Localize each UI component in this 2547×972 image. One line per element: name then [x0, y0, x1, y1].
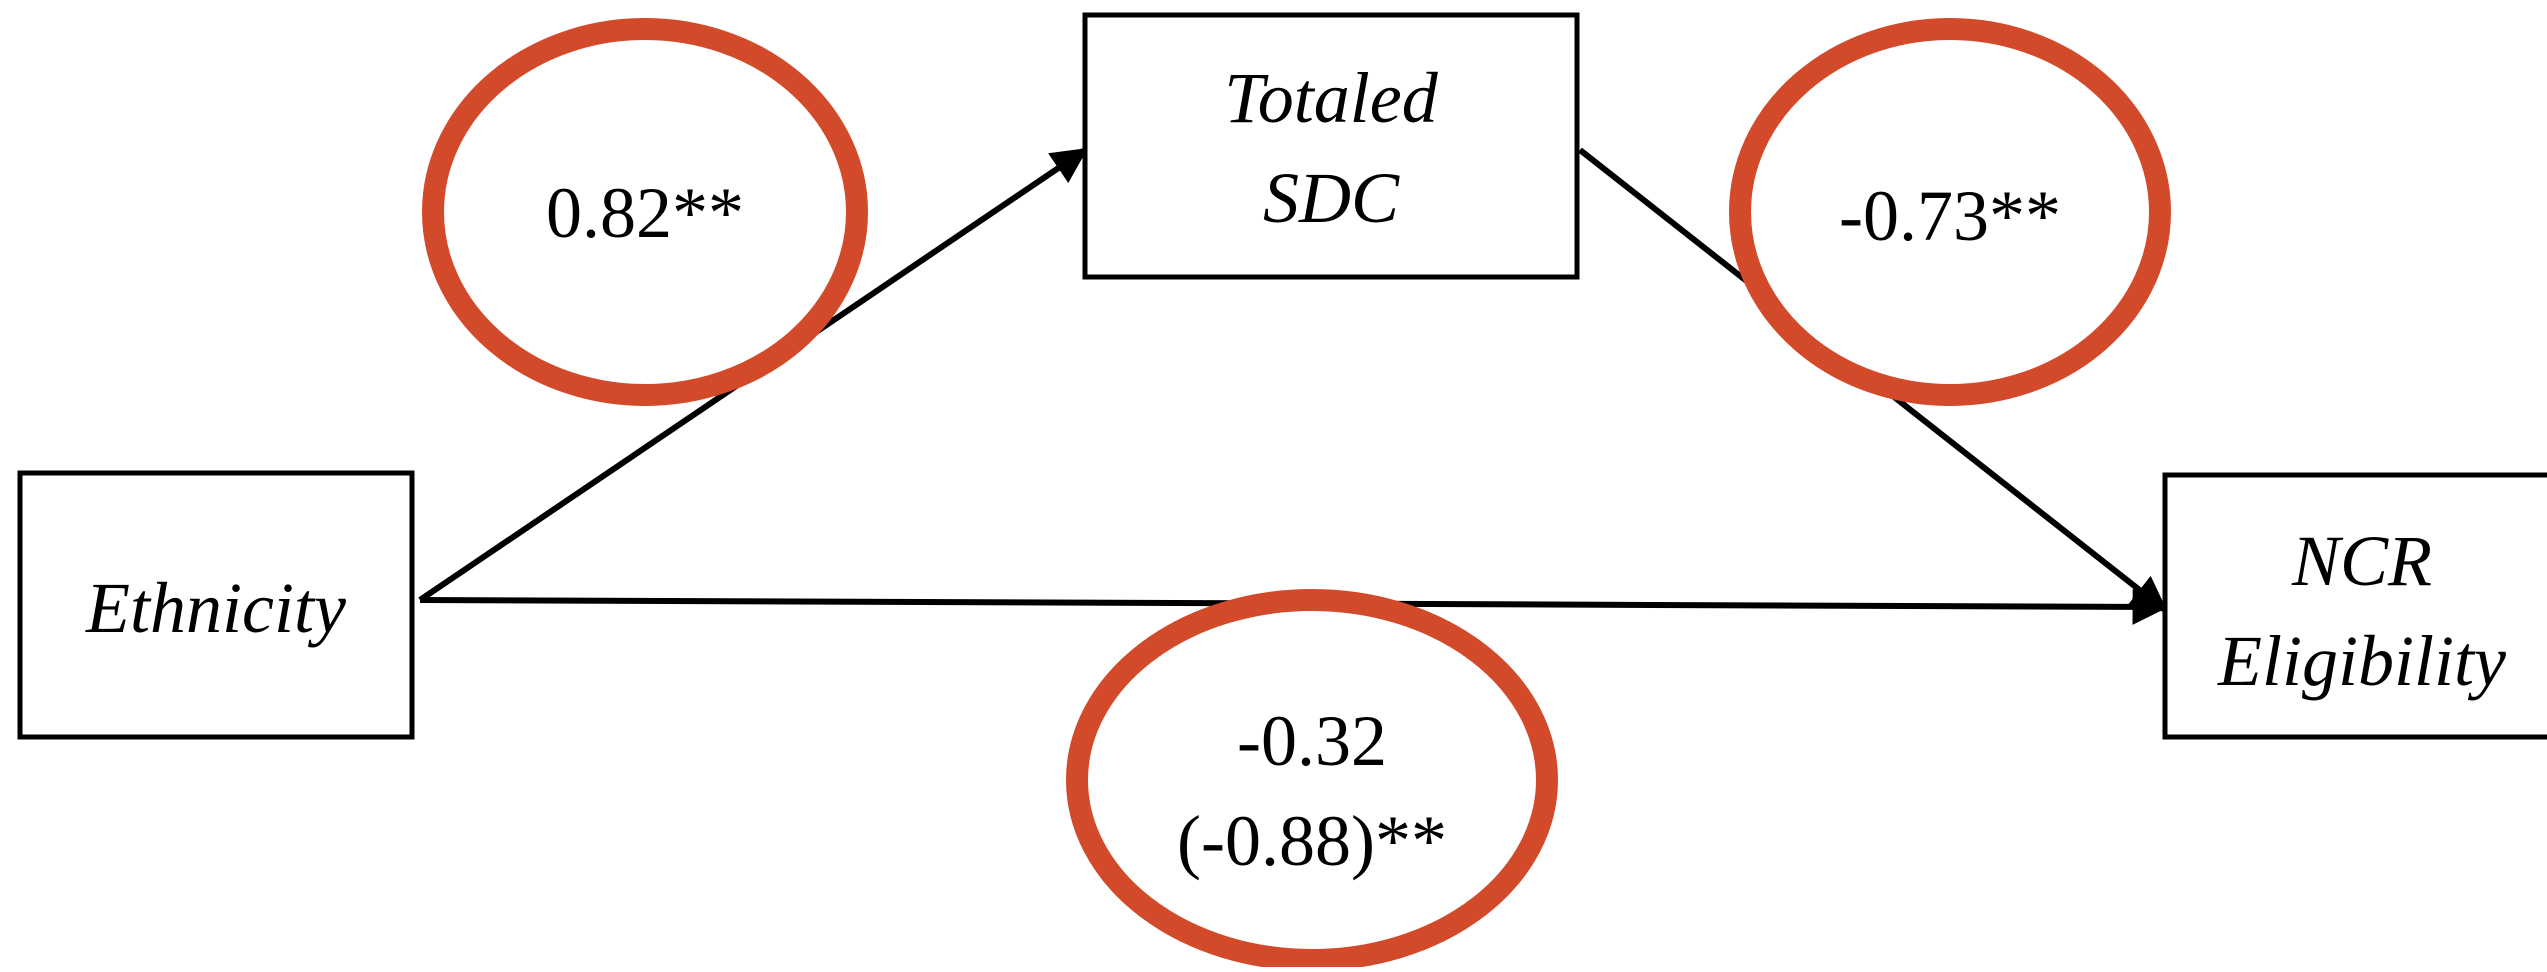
node-ethnicity-label: Ethnicity [85, 568, 346, 648]
node-totaled-sdc-label-line1: Totaled [1224, 58, 1438, 138]
coefficient-a-label: 0.82** [546, 173, 744, 253]
node-ncr-eligibility: NCR Eligibility [2162, 472, 2547, 740]
node-ethnicity: Ethnicity [17, 470, 415, 740]
highlight-ellipse-c [1066, 589, 1558, 971]
node-ncr-eligibility-label-line2: Eligibility [2217, 621, 2506, 701]
node-totaled-sdc: Totaled SDC [1082, 12, 1580, 280]
node-ncr-eligibility-label-line1: NCR [2291, 521, 2432, 601]
node-ethnicity-box [17, 470, 415, 740]
coefficient-c-label-line1: -0.32 [1237, 701, 1387, 781]
coefficient-c-label-line2: (-0.88)** [1177, 801, 1447, 881]
coefficient-b-label: -0.73** [1839, 176, 2061, 256]
highlight-ellipse-b [1729, 18, 2171, 406]
highlight-ellipse-a [422, 18, 868, 406]
node-totaled-sdc-box [1082, 12, 1580, 280]
coefficient-c: -0.32 (-0.88)** [1066, 589, 1558, 971]
node-totaled-sdc-label-line2: SDC [1263, 158, 1400, 238]
coefficient-a: 0.82** [422, 18, 868, 406]
coefficient-b: -0.73** [1729, 18, 2171, 406]
node-ncr-eligibility-box [2162, 472, 2547, 740]
